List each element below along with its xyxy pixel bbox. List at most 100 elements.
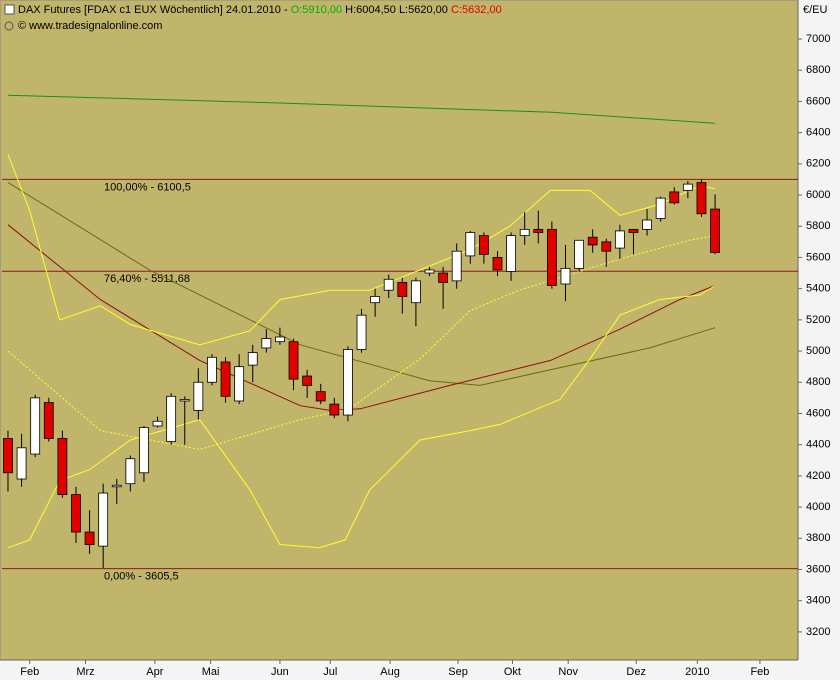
- x-tick-label: Aug: [380, 666, 400, 678]
- candle-body: [519, 228, 530, 237]
- y-tick-label: 5400: [806, 283, 830, 295]
- quote-high-low: H:6004,50 L:5620,00: [345, 4, 448, 16]
- quote-open: O:5910,00: [291, 4, 342, 16]
- x-tick-label: Apr: [146, 666, 163, 678]
- candle-body: [356, 314, 367, 350]
- candle-body: [288, 341, 299, 380]
- quote-close: C:5632,00: [451, 4, 502, 16]
- candle-body: [370, 296, 381, 304]
- candle-body: [71, 494, 81, 533]
- y-tick-label: 7000: [806, 33, 830, 45]
- x-tick-label: Nov: [558, 666, 578, 678]
- candle-body: [574, 239, 584, 269]
- candle-body: [492, 257, 503, 271]
- candle-body: [139, 427, 149, 474]
- candle-body: [16, 447, 27, 480]
- candle-body: [234, 366, 245, 402]
- candle-body: [166, 395, 177, 442]
- candle-body: [397, 282, 408, 297]
- candle-body: [478, 235, 489, 255]
- candle-body: [546, 228, 557, 286]
- x-tick-label: Feb: [750, 666, 769, 678]
- y-tick-label: 3600: [806, 563, 830, 575]
- y-axis-panel: [798, 0, 840, 680]
- candle-body: [710, 208, 720, 253]
- candle-body: [642, 219, 652, 230]
- y-tick-label: 5000: [806, 345, 830, 357]
- x-tick-label: Feb: [20, 666, 39, 678]
- candle-body: [587, 236, 598, 246]
- candle-body: [275, 336, 285, 343]
- y-axis-unit: €/EU: [803, 4, 828, 16]
- candle-body: [152, 420, 163, 427]
- header-icon: [4, 4, 15, 15]
- candle-body: [696, 182, 707, 215]
- x-tick-label: Mrz: [76, 666, 94, 678]
- candle-body: [302, 375, 313, 386]
- candle-body: [315, 391, 326, 402]
- indicator-line: [7, 224, 716, 411]
- chart-title-line: DAX Futures [FDAX c1 EUX Wöchentlich] 24…: [18, 4, 502, 16]
- candle-body: [411, 280, 421, 304]
- y-tick-label: 6200: [806, 158, 830, 170]
- candle-body: [682, 183, 693, 191]
- candle-body: [179, 399, 190, 402]
- candle-body: [343, 349, 353, 416]
- y-tick-label: 3400: [806, 595, 830, 607]
- candle-body: [111, 484, 122, 488]
- indicator-line: [7, 94, 716, 124]
- y-tick-label: 6000: [806, 189, 830, 201]
- y-tick-label: 5800: [806, 220, 830, 232]
- y-tick-label: 4200: [806, 470, 830, 482]
- candle-body: [84, 531, 95, 545]
- indicator-line: [7, 285, 716, 549]
- x-axis-panel: [0, 660, 798, 680]
- x-tick-label: Dez: [626, 666, 646, 678]
- y-tick-label: 5600: [806, 251, 830, 263]
- indicator-line: [7, 235, 716, 450]
- candle-body: [3, 438, 13, 474]
- candle-body: [207, 356, 217, 383]
- y-tick-label: 4600: [806, 407, 830, 419]
- x-tick-label: Sep: [448, 666, 468, 678]
- candle-body: [261, 338, 272, 349]
- plot-area: [0, 0, 799, 661]
- candle-body: [438, 272, 449, 283]
- y-tick-label: 4400: [806, 439, 830, 451]
- candle-body: [220, 361, 231, 397]
- candle-body: [125, 458, 136, 485]
- candle-body: [560, 267, 571, 285]
- candle-body: [614, 230, 625, 249]
- candle-body: [451, 250, 462, 282]
- level-label: 100,00% - 6100,5: [104, 181, 191, 193]
- y-tick-label: 4800: [806, 376, 830, 388]
- level-label: 0,00% - 3605,5: [104, 571, 179, 583]
- candle-body: [30, 397, 41, 455]
- y-tick-label: 4000: [806, 501, 830, 513]
- candle-body: [329, 403, 340, 416]
- candle-body: [533, 228, 544, 233]
- x-tick-label: 2010: [685, 666, 709, 678]
- candle-body: [669, 191, 680, 204]
- candle-body: [193, 381, 204, 411]
- y-tick-label: 5200: [806, 314, 830, 326]
- chart-layer: 100,00% - 6100,5 76,40% - 5511,68 0,00% - …: [2, 94, 798, 583]
- indicator-line: [7, 154, 716, 346]
- candle-body: [98, 492, 109, 547]
- candle-body: [383, 278, 394, 291]
- candle-body: [601, 241, 612, 252]
- source-icon: [4, 21, 14, 31]
- indicator-line: [7, 182, 716, 386]
- y-tick-label: 6600: [806, 95, 830, 107]
- candle-body: [43, 402, 54, 439]
- y-tick-label: 3800: [806, 532, 830, 544]
- y-tick-label: 6800: [806, 64, 830, 76]
- x-tick-label: Okt: [504, 666, 521, 678]
- candle-body: [506, 235, 516, 272]
- source: © www.tradesignalonline.com: [18, 20, 162, 32]
- candle-body: [247, 352, 258, 366]
- candle-body: [655, 197, 666, 219]
- x-tick-label: Jul: [323, 666, 337, 678]
